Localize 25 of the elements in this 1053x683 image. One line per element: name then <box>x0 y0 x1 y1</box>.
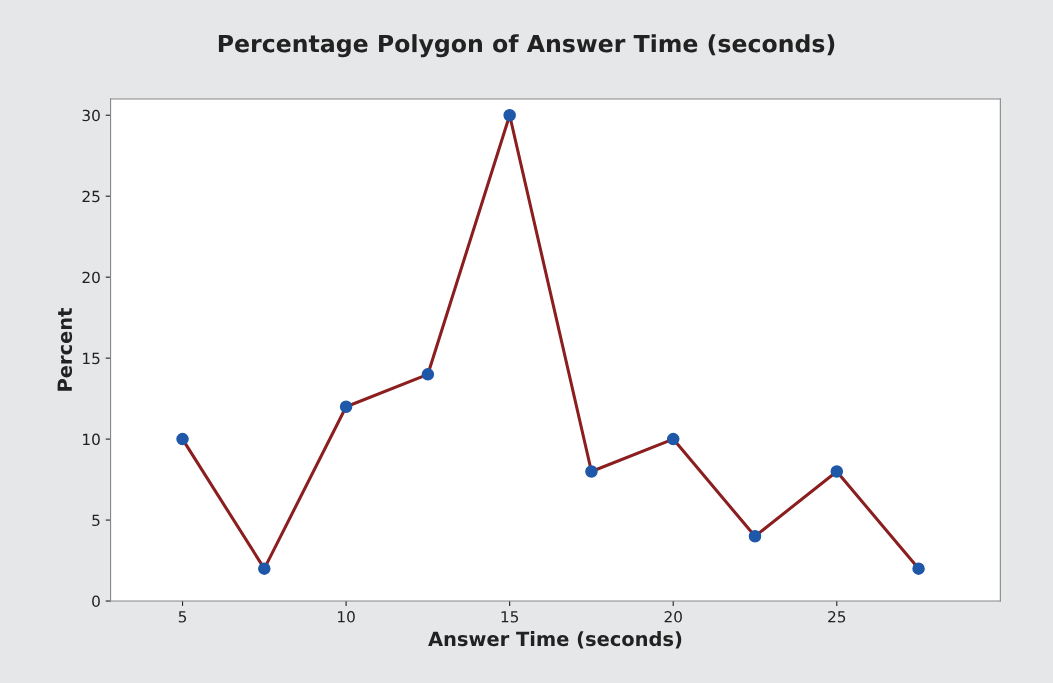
y-tick-label: 30 <box>82 109 100 122</box>
y-tick-label: 15 <box>83 352 100 365</box>
point <box>258 562 271 575</box>
point <box>912 562 925 575</box>
point <box>585 465 598 478</box>
point <box>666 432 680 446</box>
x-tick-label: 20 <box>664 611 682 623</box>
chart-title: Percentage Polygon of Answer Time (seconds) <box>218 34 835 58</box>
point <box>748 530 762 543</box>
y-tick-label: 5 <box>92 514 100 527</box>
y-tick-label: 10 <box>83 433 100 446</box>
y-tick-label: 25 <box>82 190 100 203</box>
point <box>830 465 844 478</box>
x-tick-label: 5 <box>178 611 187 623</box>
x-tick-label: 25 <box>828 611 846 623</box>
y-tick-label: 20 <box>82 271 100 284</box>
y-tick-label: 0 <box>92 595 100 608</box>
point <box>421 368 435 381</box>
point <box>176 432 189 446</box>
point <box>339 400 353 413</box>
x-tick-label: 15 <box>501 611 519 623</box>
x-tick-label: 10 <box>338 611 355 623</box>
y-axis-title: Percent <box>57 308 73 391</box>
point <box>503 108 516 122</box>
x-axis-title: Answer Time (seconds) <box>428 631 682 649</box>
